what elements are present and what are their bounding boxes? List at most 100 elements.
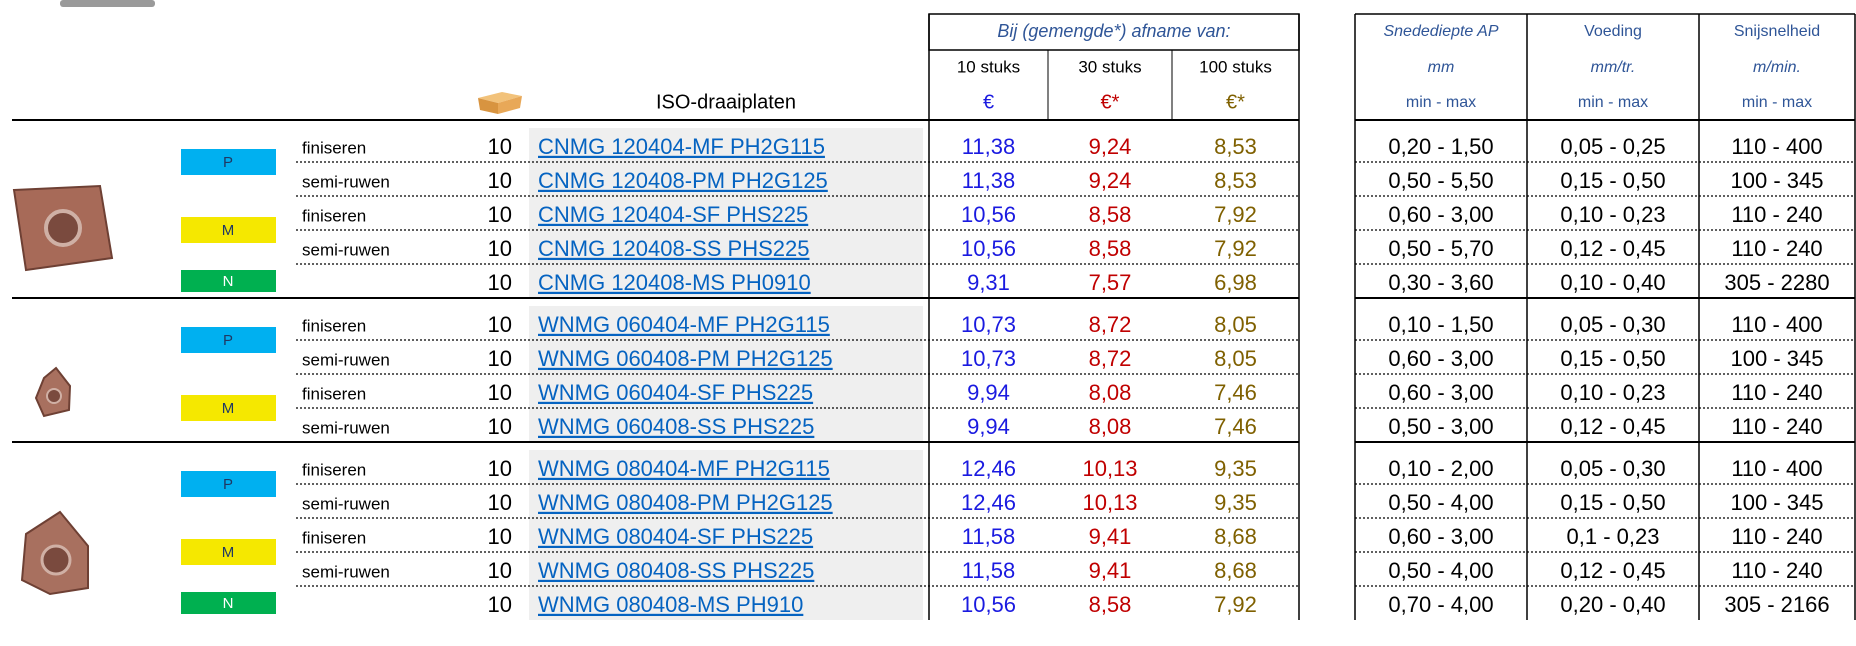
spec-value: 0,10 - 1,50 <box>1388 312 1493 337</box>
spec-value: 0,10 - 0,23 <box>1560 202 1665 227</box>
product-code[interactable]: WNMG 060408-SS PHS225 <box>538 414 814 439</box>
product-code[interactable]: WNMG 080404-SF PHS225 <box>538 524 813 549</box>
insert-wnmg-small <box>36 368 70 416</box>
product-code[interactable]: CNMG 120404-SF PHS225 <box>538 202 808 227</box>
spec-value: 0,12 - 0,45 <box>1560 236 1665 261</box>
quantity-label: 100 stuks <box>1199 57 1272 76</box>
spec-value: 0,15 - 0,50 <box>1560 346 1665 371</box>
price: 9,35 <box>1214 456 1257 481</box>
price: 10,13 <box>1082 456 1137 481</box>
pack-quantity: 10 <box>488 380 512 405</box>
operation: semi-ruwen <box>302 494 390 513</box>
spec-value: 110 - 240 <box>1731 524 1822 549</box>
grade-label: M <box>222 400 235 417</box>
price: 8,72 <box>1089 346 1132 371</box>
operation: finiseren <box>302 384 366 403</box>
currency-label: €* <box>1226 91 1245 113</box>
spec-range: min - max <box>1406 94 1476 111</box>
spec-value: 0,12 - 0,45 <box>1560 558 1665 583</box>
product-code[interactable]: CNMG 120408-PM PH2G125 <box>538 168 828 193</box>
price: 7,46 <box>1214 380 1257 405</box>
price: 11,38 <box>962 134 1015 159</box>
pack-quantity: 10 <box>488 414 512 439</box>
price: 9,94 <box>967 414 1010 439</box>
spec-range: min - max <box>1742 94 1812 111</box>
currency-label: € <box>983 91 994 113</box>
price: 6,98 <box>1214 270 1257 295</box>
spec-value: 0,15 - 0,50 <box>1560 168 1665 193</box>
spec-value: 0,15 - 0,50 <box>1560 490 1665 515</box>
product-code[interactable]: WNMG 080408-PM PH2G125 <box>538 490 833 515</box>
spec-value: 0,05 - 0,25 <box>1560 134 1665 159</box>
spec-value: 100 - 345 <box>1731 168 1824 193</box>
page: Bij (gemengde*) afname van:10 stuks€30 s… <box>0 0 1856 646</box>
price: 8,68 <box>1214 558 1257 583</box>
spec-value: 0,05 - 0,30 <box>1560 312 1665 337</box>
spec-value: 110 - 240 <box>1731 558 1822 583</box>
spec-title: Snedediepte AP <box>1383 23 1498 40</box>
price: 8,05 <box>1214 346 1257 371</box>
spec-value: 0,10 - 0,23 <box>1560 380 1665 405</box>
grade-label: M <box>222 222 235 239</box>
pack-quantity: 10 <box>488 202 512 227</box>
spec-value: 0,12 - 0,45 <box>1560 414 1665 439</box>
spec-unit: m/min. <box>1753 59 1801 76</box>
pack-quantity: 10 <box>488 168 512 193</box>
price: 11,38 <box>962 168 1015 193</box>
product-code[interactable]: WNMG 060408-PM PH2G125 <box>538 346 833 371</box>
pack-quantity: 10 <box>488 592 512 617</box>
price: 12,46 <box>961 490 1016 515</box>
spec-value: 305 - 2280 <box>1724 270 1829 295</box>
product-code[interactable]: CNMG 120408-MS PH0910 <box>538 270 811 295</box>
spec-value: 110 - 240 <box>1731 202 1822 227</box>
spec-value: 0,10 - 2,00 <box>1388 456 1493 481</box>
spec-value: 0,60 - 3,00 <box>1388 346 1493 371</box>
product-code[interactable]: WNMG 080408-MS PH910 <box>538 592 803 617</box>
price: 8,58 <box>1089 236 1132 261</box>
pack-quantity: 10 <box>488 558 512 583</box>
price: 9,31 <box>967 270 1010 295</box>
grade-label: P <box>223 332 233 349</box>
grade-label: N <box>223 273 234 290</box>
quantity-label: 10 stuks <box>957 57 1020 76</box>
price: 7,46 <box>1214 414 1257 439</box>
price: 9,41 <box>1089 558 1132 583</box>
price-group-title: Bij (gemengde*) afname van: <box>997 21 1230 41</box>
operation: finiseren <box>302 138 366 157</box>
operation: finiseren <box>302 316 366 335</box>
price: 8,08 <box>1089 414 1132 439</box>
product-code[interactable]: WNMG 080404-MF PH2G115 <box>538 456 830 481</box>
spec-value: 0,50 - 4,00 <box>1388 490 1493 515</box>
spec-value: 110 - 400 <box>1731 456 1822 481</box>
spec-value: 100 - 345 <box>1731 346 1824 371</box>
price: 9,24 <box>1089 134 1132 159</box>
operation: semi-ruwen <box>302 418 390 437</box>
operation: semi-ruwen <box>302 240 390 259</box>
price: 9,41 <box>1089 524 1132 549</box>
price: 7,92 <box>1214 236 1257 261</box>
grade-label: N <box>223 595 234 612</box>
price: 11,58 <box>962 558 1015 583</box>
spec-value: 110 - 400 <box>1731 134 1822 159</box>
operation: semi-ruwen <box>302 350 390 369</box>
spec-value: 110 - 400 <box>1731 312 1822 337</box>
price: 8,53 <box>1214 168 1257 193</box>
price-sheet: Bij (gemengde*) afname van:10 stuks€30 s… <box>0 0 1856 646</box>
pack-quantity: 10 <box>488 312 512 337</box>
price: 7,92 <box>1214 202 1257 227</box>
product-code[interactable]: CNMG 120408-SS PHS225 <box>538 236 809 261</box>
product-code[interactable]: WNMG 060404-MF PH2G115 <box>538 312 830 337</box>
price: 8,53 <box>1214 134 1257 159</box>
insert-cnmg <box>14 186 112 270</box>
product-code[interactable]: CNMG 120404-MF PH2G115 <box>538 134 825 159</box>
box-icon <box>478 92 522 114</box>
price: 8,58 <box>1089 592 1132 617</box>
spec-value: 0,60 - 3,00 <box>1388 202 1493 227</box>
spec-value: 110 - 240 <box>1731 380 1822 405</box>
product-code[interactable]: WNMG 080408-SS PHS225 <box>538 558 814 583</box>
spec-value: 0,50 - 3,00 <box>1388 414 1493 439</box>
price: 9,94 <box>967 380 1010 405</box>
operation: semi-ruwen <box>302 562 390 581</box>
pack-quantity: 10 <box>488 346 512 371</box>
product-code[interactable]: WNMG 060404-SF PHS225 <box>538 380 813 405</box>
